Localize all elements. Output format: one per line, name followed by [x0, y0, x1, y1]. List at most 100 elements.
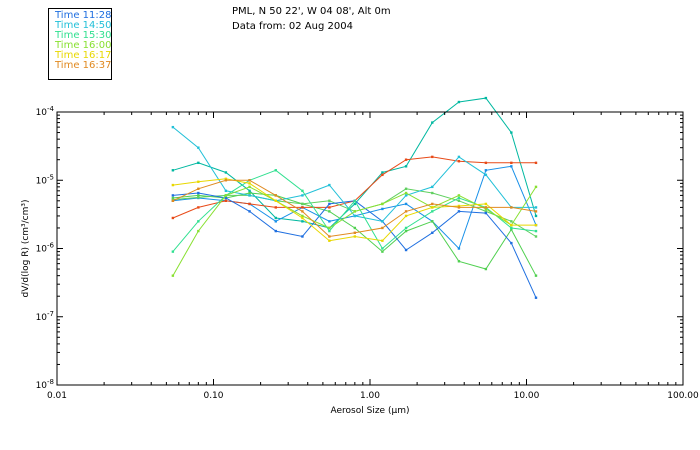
data-point [404, 229, 408, 233]
data-point [404, 194, 408, 197]
data-point [534, 296, 538, 299]
data-point [404, 214, 408, 218]
data-point [431, 206, 434, 209]
legend-entry: Time 15:30 [55, 30, 112, 41]
data-point [534, 161, 538, 165]
data-point [381, 239, 384, 242]
legend-entry: Time 16:17 [55, 50, 112, 61]
data-point [224, 171, 228, 174]
data-point [484, 202, 488, 206]
data-point [328, 210, 331, 213]
data-point [510, 226, 513, 230]
data-point [274, 229, 277, 233]
data-point [381, 207, 384, 211]
data-point [171, 250, 175, 253]
x-tick-label: 0.10 [203, 391, 223, 401]
data-point [484, 206, 488, 209]
data-point [301, 214, 304, 218]
data-point [171, 196, 175, 200]
x-axis-label: Aerosol Size (µm) [331, 406, 410, 416]
data-point [224, 196, 228, 200]
data-point [510, 131, 513, 134]
data-point [457, 204, 461, 208]
data-point [224, 177, 228, 181]
series-4 [171, 185, 538, 277]
data-point [274, 206, 277, 209]
data-point [197, 194, 200, 197]
data-point [431, 202, 434, 206]
data-point [431, 121, 434, 124]
data-point [381, 226, 384, 230]
data-point [353, 210, 357, 213]
data-point [224, 179, 228, 182]
data-point [274, 220, 277, 223]
data-point [248, 194, 251, 197]
data-point [328, 239, 331, 242]
y-axis-label: dV/d(log R) (cm³/cm³) [21, 199, 31, 297]
data-point [224, 199, 228, 202]
data-point [534, 214, 538, 218]
data-point [171, 194, 175, 197]
data-point [510, 161, 513, 165]
data-point [197, 206, 200, 209]
data-point [301, 210, 304, 213]
y-tick-label: 10-5 [36, 173, 54, 186]
data-point [301, 189, 304, 193]
data-point [274, 199, 277, 202]
data-point [484, 169, 488, 172]
data-point [484, 96, 488, 100]
data-point [457, 194, 461, 197]
series-line [172, 156, 536, 219]
series-6 [171, 179, 538, 238]
legend-entry: Time 11:28 [55, 10, 112, 21]
data-point [534, 223, 538, 227]
data-point [510, 241, 513, 245]
data-point [510, 220, 513, 223]
data-point [510, 206, 513, 209]
data-point [328, 226, 331, 230]
data-point [328, 206, 331, 209]
data-point [248, 182, 251, 185]
data-point [301, 216, 304, 220]
location-header: PML, N 50 22', W 04 08', Alt 0m [232, 6, 391, 17]
data-point [457, 160, 461, 163]
data-point [431, 185, 434, 189]
data-point [248, 189, 251, 193]
date-header: Data from: 02 Aug 2004 [232, 21, 353, 32]
data-point [484, 161, 488, 165]
series-extra-1 [171, 96, 538, 230]
data-point [197, 146, 200, 149]
data-point [353, 199, 357, 202]
data-point [328, 199, 331, 202]
data-point [328, 229, 331, 233]
data-point [248, 191, 251, 195]
data-point [301, 206, 304, 209]
data-point [431, 231, 434, 234]
data-point [484, 207, 488, 211]
data-point [404, 187, 408, 190]
data-point [328, 202, 331, 206]
data-point [171, 274, 175, 277]
data-point [534, 206, 538, 209]
data-point [484, 267, 488, 271]
data-point [534, 185, 538, 189]
legend-entry: Time 16:00 [55, 40, 112, 51]
x-tick-label: 10.00 [514, 391, 540, 401]
data-point [431, 191, 434, 195]
data-point [274, 169, 277, 172]
data-point [431, 155, 434, 159]
data-point [353, 235, 357, 238]
data-point [224, 189, 228, 193]
data-point [301, 194, 304, 197]
data-point [457, 155, 461, 159]
data-point [197, 229, 200, 233]
data-point [328, 183, 331, 187]
data-point [274, 194, 277, 197]
series-line [172, 97, 537, 229]
data-point [171, 199, 175, 202]
data-point [510, 165, 513, 168]
data-point [457, 196, 461, 200]
data-point [353, 231, 357, 234]
data-point [484, 210, 488, 213]
